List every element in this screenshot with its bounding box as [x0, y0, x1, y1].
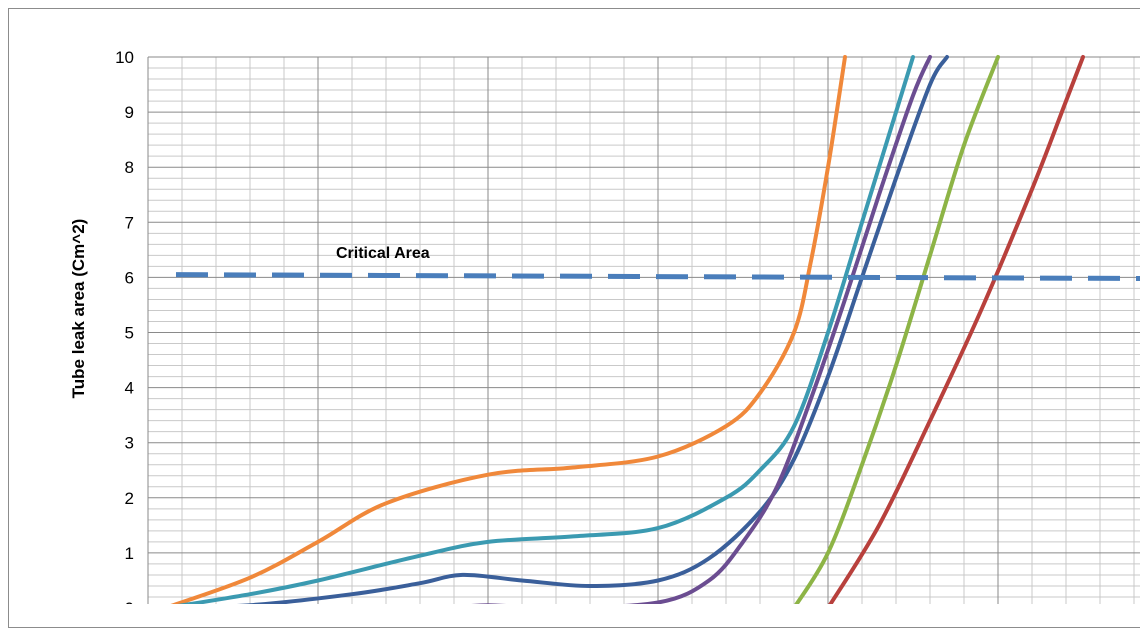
- critical-area-layer: Critical Area: [175, 245, 1140, 282]
- series-line-1: [170, 55, 847, 604]
- series-layer: [170, 55, 1085, 604]
- series-line-5: [794, 55, 1000, 604]
- critical-area-label: Critical Area: [336, 245, 430, 262]
- y-tick-label: 6: [125, 268, 134, 287]
- y-tick-label: 8: [125, 158, 134, 177]
- y-tick-label: 1: [125, 544, 134, 563]
- chart-frame: [8, 8, 1140, 628]
- major-gridlines: [147, 56, 1140, 604]
- y-tick-label: 2: [125, 489, 134, 508]
- y-tick-label: 3: [125, 434, 134, 453]
- minor-gridlines: [148, 57, 1140, 604]
- series-line-4: [470, 55, 932, 604]
- y-tick-label: 4: [125, 379, 134, 398]
- y-tick-label: 9: [125, 103, 134, 122]
- y-tick-label: 5: [125, 324, 134, 343]
- y-tick-label: 10: [115, 48, 134, 67]
- series-line-3: [236, 55, 949, 604]
- line-chart: 0 1 2 3 4 5 6 7 8 9 10 Critical Area Tube leak are…: [69, 48, 1140, 604]
- y-tick-label: 0: [125, 599, 134, 604]
- critical-area-line: [175, 272, 1140, 282]
- y-axis-title: Tube leak area (Cm^2): [69, 219, 88, 399]
- series-line-6: [828, 55, 1085, 604]
- y-tick-label: 7: [125, 213, 134, 232]
- series-line-2: [177, 55, 915, 604]
- y-axis-ticks: 0 1 2 3 4 5 6 7 8 9 10: [115, 48, 134, 604]
